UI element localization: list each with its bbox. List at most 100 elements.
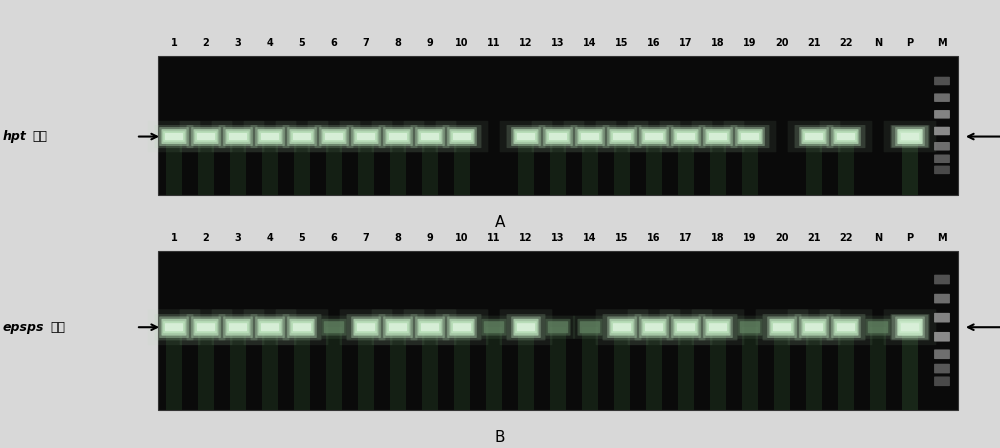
Text: 5: 5 bbox=[299, 233, 305, 243]
FancyBboxPatch shape bbox=[165, 323, 183, 331]
FancyBboxPatch shape bbox=[934, 93, 950, 102]
Text: 8: 8 bbox=[395, 233, 401, 243]
Bar bbox=[262, 137, 278, 195]
FancyBboxPatch shape bbox=[187, 125, 225, 148]
FancyBboxPatch shape bbox=[293, 133, 311, 140]
FancyBboxPatch shape bbox=[934, 332, 950, 341]
FancyBboxPatch shape bbox=[259, 321, 281, 333]
FancyBboxPatch shape bbox=[934, 364, 950, 373]
FancyBboxPatch shape bbox=[579, 131, 601, 142]
Text: M: M bbox=[937, 233, 947, 243]
FancyBboxPatch shape bbox=[276, 121, 328, 152]
FancyBboxPatch shape bbox=[197, 323, 215, 331]
FancyBboxPatch shape bbox=[159, 316, 189, 338]
Text: 18: 18 bbox=[711, 38, 725, 48]
FancyBboxPatch shape bbox=[287, 316, 317, 338]
FancyBboxPatch shape bbox=[603, 314, 641, 340]
Bar bbox=[486, 327, 502, 410]
FancyBboxPatch shape bbox=[891, 314, 929, 340]
Bar bbox=[390, 137, 406, 195]
FancyBboxPatch shape bbox=[197, 133, 215, 140]
Bar bbox=[454, 137, 470, 195]
FancyBboxPatch shape bbox=[161, 319, 187, 336]
FancyBboxPatch shape bbox=[417, 129, 443, 144]
FancyBboxPatch shape bbox=[645, 323, 663, 331]
Bar bbox=[902, 137, 918, 195]
Text: 19: 19 bbox=[743, 38, 757, 48]
Bar bbox=[902, 327, 918, 410]
FancyBboxPatch shape bbox=[163, 131, 185, 142]
FancyBboxPatch shape bbox=[453, 133, 471, 140]
FancyBboxPatch shape bbox=[347, 125, 385, 148]
Bar bbox=[838, 137, 854, 195]
FancyBboxPatch shape bbox=[148, 121, 200, 152]
Text: 6: 6 bbox=[331, 233, 337, 243]
FancyBboxPatch shape bbox=[735, 127, 765, 146]
FancyBboxPatch shape bbox=[155, 125, 193, 148]
FancyBboxPatch shape bbox=[707, 131, 729, 142]
Text: 15: 15 bbox=[615, 38, 629, 48]
Text: 6: 6 bbox=[331, 38, 337, 48]
FancyBboxPatch shape bbox=[317, 316, 351, 339]
FancyBboxPatch shape bbox=[635, 125, 673, 148]
FancyBboxPatch shape bbox=[315, 125, 353, 148]
Bar bbox=[230, 327, 246, 410]
Bar bbox=[158, 251, 958, 410]
FancyBboxPatch shape bbox=[191, 127, 221, 146]
Text: 21: 21 bbox=[807, 38, 821, 48]
Text: 16: 16 bbox=[647, 233, 661, 243]
FancyBboxPatch shape bbox=[421, 323, 439, 331]
FancyBboxPatch shape bbox=[357, 133, 375, 140]
FancyBboxPatch shape bbox=[513, 319, 539, 336]
FancyBboxPatch shape bbox=[321, 129, 347, 144]
FancyBboxPatch shape bbox=[897, 129, 923, 144]
FancyBboxPatch shape bbox=[707, 321, 729, 333]
Text: P: P bbox=[906, 38, 914, 48]
Text: 13: 13 bbox=[551, 38, 565, 48]
Bar bbox=[710, 327, 726, 410]
Bar bbox=[646, 327, 662, 410]
Text: 11: 11 bbox=[487, 233, 501, 243]
FancyBboxPatch shape bbox=[387, 321, 409, 333]
FancyBboxPatch shape bbox=[259, 131, 281, 142]
Bar bbox=[902, 137, 918, 195]
FancyBboxPatch shape bbox=[703, 316, 733, 338]
FancyBboxPatch shape bbox=[257, 319, 283, 336]
FancyBboxPatch shape bbox=[417, 319, 443, 336]
FancyBboxPatch shape bbox=[385, 319, 411, 336]
FancyBboxPatch shape bbox=[293, 323, 311, 331]
Text: B: B bbox=[495, 430, 505, 445]
FancyBboxPatch shape bbox=[833, 319, 859, 336]
Text: 3: 3 bbox=[235, 38, 241, 48]
Bar bbox=[742, 137, 758, 195]
FancyBboxPatch shape bbox=[607, 127, 637, 146]
Bar bbox=[166, 327, 182, 410]
FancyBboxPatch shape bbox=[447, 316, 477, 338]
FancyBboxPatch shape bbox=[387, 131, 409, 142]
FancyBboxPatch shape bbox=[251, 314, 289, 340]
FancyBboxPatch shape bbox=[613, 133, 631, 140]
FancyBboxPatch shape bbox=[389, 323, 407, 331]
FancyBboxPatch shape bbox=[223, 127, 253, 146]
Bar bbox=[742, 327, 758, 410]
FancyBboxPatch shape bbox=[287, 127, 317, 146]
FancyBboxPatch shape bbox=[219, 125, 257, 148]
FancyBboxPatch shape bbox=[899, 131, 921, 142]
FancyBboxPatch shape bbox=[835, 131, 857, 142]
FancyBboxPatch shape bbox=[741, 133, 759, 140]
Text: 基因: 基因 bbox=[50, 321, 65, 334]
FancyBboxPatch shape bbox=[477, 316, 511, 339]
FancyBboxPatch shape bbox=[411, 125, 449, 148]
FancyBboxPatch shape bbox=[453, 323, 471, 331]
FancyBboxPatch shape bbox=[404, 121, 456, 152]
FancyBboxPatch shape bbox=[820, 309, 872, 345]
FancyBboxPatch shape bbox=[831, 127, 861, 146]
Text: 9: 9 bbox=[427, 233, 433, 243]
FancyBboxPatch shape bbox=[261, 133, 279, 140]
FancyBboxPatch shape bbox=[351, 316, 381, 338]
FancyBboxPatch shape bbox=[255, 127, 285, 146]
FancyBboxPatch shape bbox=[500, 309, 552, 345]
FancyBboxPatch shape bbox=[934, 294, 950, 303]
FancyBboxPatch shape bbox=[372, 309, 424, 345]
FancyBboxPatch shape bbox=[891, 125, 929, 148]
